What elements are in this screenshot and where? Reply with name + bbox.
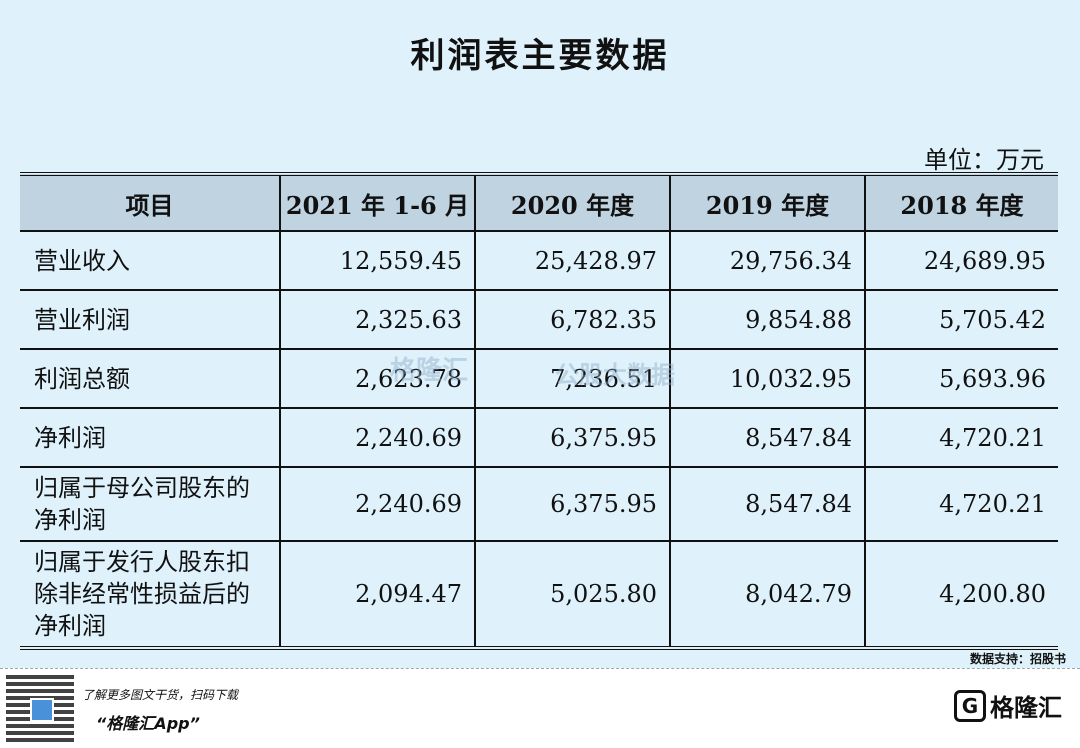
- header-cell: 2018 年度: [864, 174, 1058, 232]
- row-label: 营业利润: [20, 289, 280, 349]
- table-row: 营业利润 2,325.63 6,782.35 9,854.88 5,705.42: [20, 289, 1058, 349]
- value-cell: 5,693.96: [864, 348, 1058, 408]
- header-cell: 2019 年度: [669, 174, 865, 232]
- value-cell: 9,854.88: [669, 289, 865, 349]
- header-cell: 2020 年度: [474, 174, 670, 232]
- value-cell: 2,240.69: [279, 466, 475, 541]
- table-row: 利润总额 2,623.78 7,236.51 10,032.95 5,693.9…: [20, 348, 1058, 408]
- value-cell: 12,559.45: [279, 230, 475, 290]
- value-cell: 2,325.63: [279, 289, 475, 349]
- value-cell: 4,720.21: [864, 466, 1058, 541]
- footer-divider: [0, 668, 1080, 669]
- value-cell: 6,375.95: [474, 407, 670, 467]
- table-row: 归属于母公司股东的净利润 2,240.69 6,375.95 8,547.84 …: [20, 466, 1058, 541]
- value-cell: 5,025.80: [474, 540, 670, 648]
- value-cell: 6,375.95: [474, 466, 670, 541]
- watermark-logo: 格隆汇: [390, 356, 469, 386]
- value-cell: 2,623.78: [279, 348, 475, 408]
- value-cell: 6,782.35: [474, 289, 670, 349]
- g-logo-icon: G: [954, 689, 986, 722]
- qr-logo-icon: [30, 698, 54, 722]
- footer-banner: 了解更多图文干货，扫码下载 “格隆汇App” G 格隆汇: [0, 668, 1080, 748]
- value-cell: 10,032.95: [669, 348, 865, 408]
- table-row: 营业收入 12,559.45 25,428.97 29,756.34 24,68…: [20, 230, 1058, 290]
- value-cell: 4,200.80: [864, 540, 1058, 648]
- value-cell: 5,705.42: [864, 289, 1058, 349]
- header-cell: 项目: [20, 174, 280, 232]
- unit-label: 单位：万元: [924, 146, 1044, 174]
- value-cell: 2,240.69: [279, 407, 475, 467]
- brand-logo-text: 格隆汇: [990, 694, 1062, 722]
- row-label: 净利润: [20, 407, 280, 467]
- value-cell: 8,547.84: [669, 407, 865, 467]
- promo-text: 了解更多图文干货，扫码下载: [82, 688, 239, 702]
- value-cell: 8,042.79: [669, 540, 865, 648]
- value-cell: 29,756.34: [669, 230, 865, 290]
- value-cell: 25,428.97: [474, 230, 670, 290]
- watermark-text: 公股大数据: [555, 361, 675, 389]
- table-header-row: 项目 2021 年 1-6 月 2020 年度 2019 年度 2018 年度: [20, 174, 1058, 232]
- header-cell: 2021 年 1-6 月: [279, 174, 475, 232]
- page-title: 利润表主要数据: [410, 36, 670, 76]
- brand-logo: G 格隆汇: [954, 688, 1062, 723]
- value-cell: 8,547.84: [669, 466, 865, 541]
- data-source-note: 数据支持：招股书: [969, 652, 1066, 666]
- income-statement-table: 项目 2021 年 1-6 月 2020 年度 2019 年度 2018 年度 …: [20, 172, 1058, 650]
- row-label: 利润总额: [20, 348, 280, 408]
- row-label: 归属于母公司股东的净利润: [20, 466, 280, 541]
- value-cell: 2,094.47: [279, 540, 475, 648]
- value-cell: 24,689.95: [864, 230, 1058, 290]
- table-row: 归属于发行人股东扣除非经常性损益后的净利润 2,094.47 5,025.80 …: [20, 540, 1058, 648]
- row-label: 归属于发行人股东扣除非经常性损益后的净利润: [20, 540, 280, 648]
- row-label: 营业收入: [20, 230, 280, 290]
- value-cell: 4,720.21: [864, 407, 1058, 467]
- qr-code-icon[interactable]: [6, 674, 74, 742]
- value-cell: 7,236.51: [474, 348, 670, 408]
- app-name: “格隆汇App”: [96, 714, 200, 733]
- table-row: 净利润 2,240.69 6,375.95 8,547.84 4,720.21: [20, 407, 1058, 467]
